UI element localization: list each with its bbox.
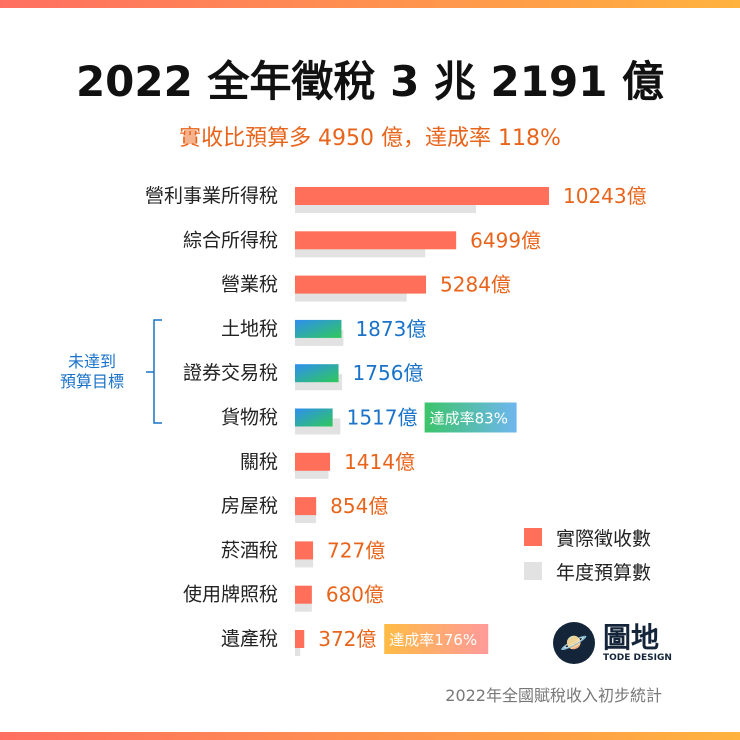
- category-label: 使用牌照稅: [183, 584, 278, 606]
- actual-bar: [295, 408, 333, 427]
- achievement-badge: [424, 402, 517, 433]
- legend-actual: 實際徵收數: [524, 520, 651, 554]
- legend-swatch-budget: [524, 562, 542, 580]
- actual-bar: [295, 187, 549, 205]
- logo-sub: TODE DESIGN: [603, 653, 672, 663]
- chart-subtitle: 實收比預算多 4950 億，達成率 118%: [179, 126, 561, 151]
- logo: 🪐 圖地 TODE DESIGN: [553, 622, 672, 664]
- actual-bar: [295, 275, 427, 294]
- bottom-accent-bar: [0, 732, 740, 740]
- category-label: 房屋稅: [221, 495, 278, 517]
- bracket: [146, 319, 162, 424]
- legend: 實際徵收數 年度預算數: [524, 520, 651, 588]
- legend-swatch-actual: [524, 528, 542, 546]
- actual-bar: [295, 630, 305, 648]
- below-target-label: 未達到 預算目標: [50, 352, 134, 392]
- value-label: 10243億: [563, 184, 647, 208]
- category-label: 菸酒稅: [221, 539, 278, 561]
- value-label: 680億: [326, 583, 384, 607]
- category-label: 貨物稅: [221, 407, 278, 429]
- actual-bar: [295, 319, 342, 338]
- achievement-text: 達成率83%: [430, 410, 508, 428]
- value-label: 5284億: [440, 273, 511, 297]
- category-label: 綜合所得稅: [183, 229, 278, 251]
- value-label: 854億: [330, 494, 388, 518]
- planet-icon: 🪐: [553, 622, 595, 664]
- actual-bar: [295, 231, 457, 250]
- below-target-line1: 未達到: [67, 352, 116, 371]
- value-label: 1414億: [344, 450, 415, 474]
- value-label: 6499億: [470, 228, 541, 252]
- category-label: 營利事業所得稅: [145, 185, 278, 207]
- category-label: 證券交易稅: [183, 362, 278, 384]
- value-label: 727億: [327, 538, 385, 562]
- legend-label: 實際徵收數: [556, 527, 652, 550]
- source-note: 2022年全國賦稅收入初步統計: [445, 686, 662, 705]
- category-label: 土地稅: [221, 318, 278, 340]
- value-label: 1517億: [347, 406, 418, 430]
- achievement-text: 達成率176%: [389, 631, 477, 649]
- value-label: 372億: [318, 627, 376, 651]
- actual-bar: [295, 585, 312, 604]
- category-label: 營業稅: [221, 274, 278, 296]
- actual-bar: [295, 364, 339, 383]
- category-label: 關稅: [240, 451, 278, 473]
- legend-budget: 年度預算數: [524, 554, 651, 588]
- actual-bar: [295, 497, 317, 516]
- logo-name: 圖地: [603, 621, 660, 654]
- actual-bar: [295, 541, 314, 560]
- below-target-line2: 預算目標: [59, 372, 124, 391]
- legend-label: 年度預算數: [556, 561, 652, 584]
- top-accent-bar: [0, 0, 740, 8]
- category-label: 遺產稅: [221, 628, 278, 650]
- value-label: 1756億: [353, 361, 424, 385]
- chart-title: 2022 全年徵稅 3 兆 2191 億: [75, 57, 665, 106]
- actual-bar: [295, 452, 331, 471]
- achievement-badge: [384, 624, 489, 654]
- value-label: 1873億: [355, 317, 426, 341]
